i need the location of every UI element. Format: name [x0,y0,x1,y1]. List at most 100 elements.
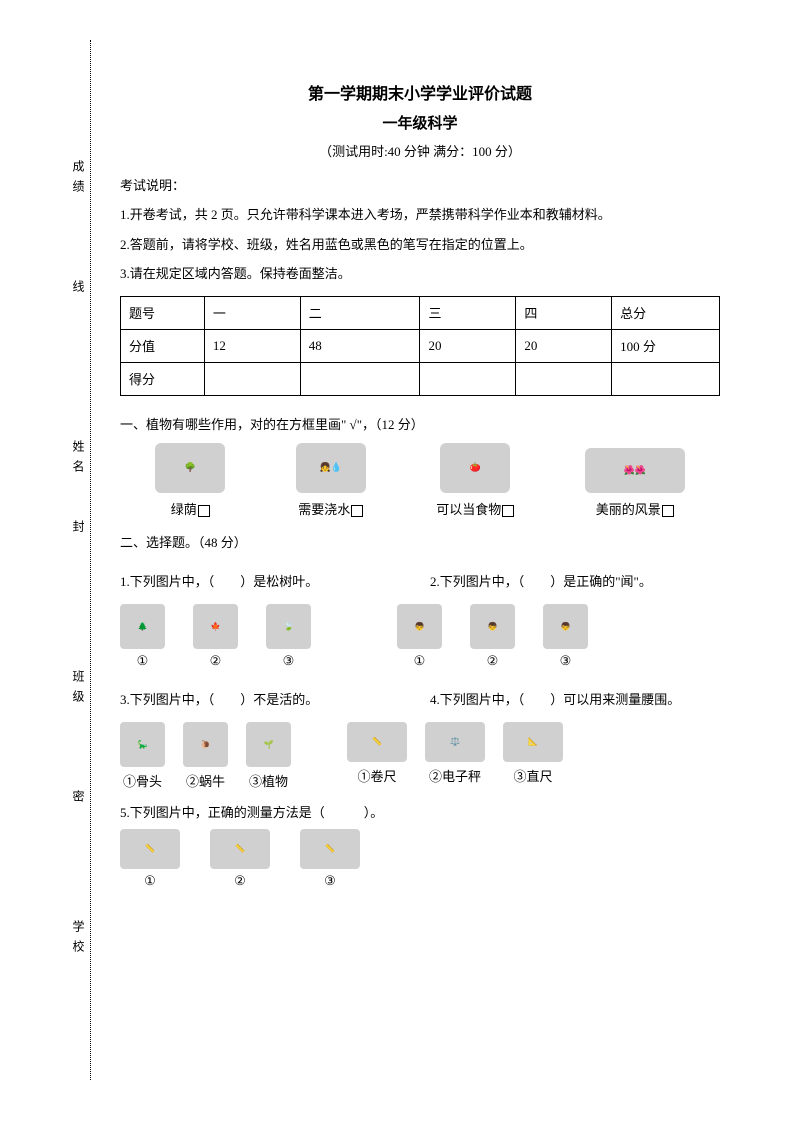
option-item: 🦕 ①骨头 [120,722,165,790]
th-1: 一 [204,296,300,329]
instruction-1: 1.开卷考试，共 2 页。只允许带科学课本进入考场，严禁携带科学作业本和教辅材料… [120,203,720,226]
table-row: 题号 一 二 三 四 总分 [121,296,720,329]
checkbox[interactable] [662,505,674,517]
side-label-xian: 线 [70,280,87,300]
cell: 20 [420,329,516,362]
tape-icon: 📏 [347,722,407,762]
measure-1-icon: 📏 [120,829,180,869]
side-label-mi: 密 [70,790,87,810]
option-item: 👦 ③ [543,604,588,669]
instruction-2: 2.答题前，请将学校、班级，姓名用蓝色或黑色的笔写在指定的位置上。 [120,233,720,256]
option-num: ② [487,653,499,668]
cell: 20 [516,329,612,362]
flowers-icon: 🌺🌺 [585,448,685,493]
tree-shade-icon: 🌳 [155,443,225,493]
q3-q4-options: 🦕 ①骨头 🐌 ②蜗牛 🌱 ③植物 📏 ①卷尺 ⚖️ ②电子秤 📐 ③直尺 [120,722,720,790]
table-row: 分值 12 48 20 20 100 分 [121,329,720,362]
th-total: 总分 [612,296,720,329]
cell-input[interactable] [516,362,612,395]
smell-2-icon: 👦 [470,604,515,649]
option-label: 美丽的风景 [596,502,661,517]
cell: 48 [300,329,420,362]
option-num: ① [144,873,156,888]
scale-icon: ⚖️ [425,722,485,762]
side-label-score: 成绩 [70,160,87,200]
option-item: 📏 ② [210,829,270,889]
q1-q2-options: 🌲 ① 🍁 ② 🍃 ③ 👦 ① 👦 ② 👦 ③ [120,604,720,669]
q3-text: 3.下列图片中，（ ）不是活的。 [120,689,410,708]
side-label-feng: 封 [70,520,87,540]
test-meta: （测试用时:40 分钟 满分：100 分） [120,141,720,160]
page-title: 第一学期期末小学学业评价试题 [120,80,720,104]
q3-q4-row: 3.下列图片中，（ ）不是活的。 4.下列图片中，（ ）可以用来测量腰围。 [120,677,720,714]
option-num: ②蜗牛 [186,774,225,789]
option-item: 🍁 ② [193,604,238,669]
q1-text: 1.下列图片中，（ ）是松树叶。 [120,571,410,590]
option-item: 🐌 ②蜗牛 [183,722,228,790]
leaf-pine-icon: 🌲 [120,604,165,649]
option-item: 👦 ② [470,604,515,669]
th-4: 四 [516,296,612,329]
option-item: 📏 ① [120,829,180,889]
option-num: ② [210,653,222,668]
option-item: ⚖️ ②电子秤 [425,722,485,790]
option-item: 🍅 可以当食物 [436,443,514,518]
checkbox[interactable] [351,505,363,517]
q5-text: 5.下列图片中，正确的测量方法是（ ）。 [120,802,720,821]
q5-options: 📏 ① 📏 ② 📏 ③ [120,829,720,889]
section1-title: 一、植物有哪些作用，对的在方框里画" √"，（12 分） [120,414,720,433]
option-num: ③植物 [249,774,288,789]
option-num: ②电子秤 [429,769,481,784]
ruler-icon: 📐 [503,722,563,762]
binding-margin: 成绩 线 姓名 封 班级 密 学校 [40,40,100,1080]
q2-text: 2.下列图片中，（ ）是正确的"闻"。 [430,571,720,590]
main-content: 第一学期期末小学学业评价试题 一年级科学 （测试用时:40 分钟 满分：100 … [120,80,720,897]
side-label-class: 班级 [70,670,87,710]
section1-options: 🌳 绿荫 👧💧 需要浇水 🍅 可以当食物 🌺🌺 美丽的风景 [120,443,720,518]
cell-input[interactable] [612,362,720,395]
instructions-heading: 考试说明： [120,174,720,197]
cell-input[interactable] [420,362,516,395]
watering-icon: 👧💧 [296,443,366,493]
th-2: 二 [300,296,420,329]
option-item: 🍃 ③ [266,604,311,669]
cell: 100 分 [612,329,720,362]
option-label: 需要浇水 [298,502,350,517]
option-item: 🌲 ① [120,604,165,669]
tomato-icon: 🍅 [440,443,510,493]
score-table: 题号 一 二 三 四 总分 分值 12 48 20 20 100 分 得分 [120,296,720,396]
leaf-maple-icon: 🍁 [193,604,238,649]
option-item: 📐 ③直尺 [503,722,563,790]
option-item: 🌺🌺 美丽的风景 [585,448,685,518]
dotted-line [90,40,92,1080]
option-num: ③ [324,873,336,888]
cell-input[interactable] [300,362,420,395]
q1-q2-row: 1.下列图片中，（ ）是松树叶。 2.下列图片中，（ ）是正确的"闻"。 [120,559,720,596]
side-label-school: 学校 [70,920,87,960]
q4-text: 4.下列图片中，（ ）可以用来测量腰围。 [430,689,720,708]
smell-1-icon: 👦 [397,604,442,649]
row-label: 分值 [121,329,205,362]
option-num: ①骨头 [123,774,162,789]
measure-3-icon: 📏 [300,829,360,869]
option-item: 📏 ③ [300,829,360,889]
option-num: ② [234,873,246,888]
option-label: 可以当食物 [436,502,501,517]
snail-icon: 🐌 [183,722,228,767]
cell-input[interactable] [204,362,300,395]
checkbox[interactable] [198,505,210,517]
bones-icon: 🦕 [120,722,165,767]
checkbox[interactable] [502,505,514,517]
option-num: ③ [560,653,572,668]
option-num: ① [414,653,426,668]
th-3: 三 [420,296,516,329]
instruction-3: 3.请在规定区域内答题。保持卷面整洁。 [120,262,720,285]
subject-title: 一年级科学 [120,112,720,133]
option-item: 👧💧 需要浇水 [296,443,366,518]
option-num: ③ [283,653,295,668]
option-label: 绿荫 [171,502,197,517]
option-item: 👦 ① [397,604,442,669]
row-label: 得分 [121,362,205,395]
cell: 12 [204,329,300,362]
option-num: ① [137,653,149,668]
